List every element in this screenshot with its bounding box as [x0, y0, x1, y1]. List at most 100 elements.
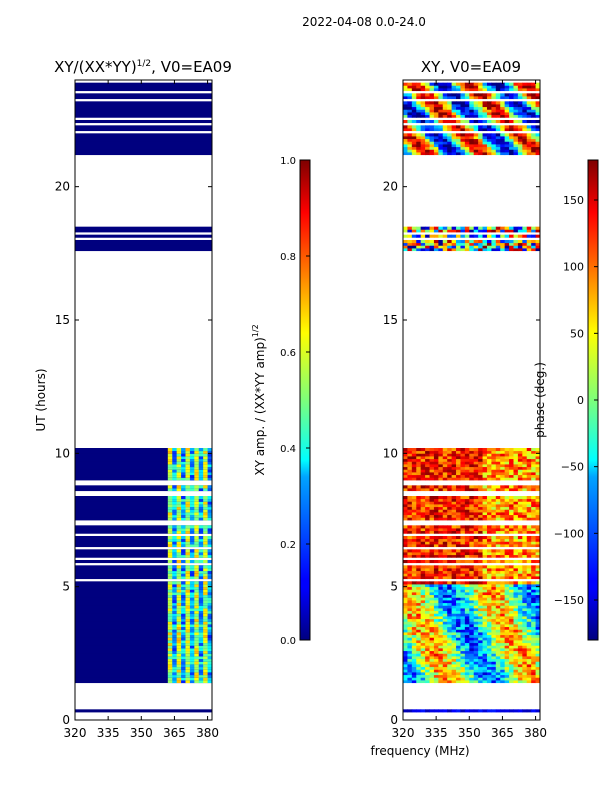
phase-cell [526, 552, 532, 556]
phase-cell [460, 138, 466, 142]
phase-cell [517, 514, 523, 518]
amplitude-row [75, 648, 212, 652]
phase-cell [456, 525, 461, 529]
phase-cell [482, 136, 488, 140]
amplitude-cell [185, 485, 191, 489]
amplitude-cell [203, 525, 209, 529]
phase-cell [456, 677, 461, 681]
phase-cell [442, 138, 448, 142]
amplitude-cell [172, 496, 178, 500]
phase-cell [486, 589, 492, 593]
phase-cell [500, 125, 506, 129]
phase-cell [535, 680, 540, 684]
phase-cell [517, 613, 523, 617]
phase-cell [504, 136, 510, 140]
phase-cell [447, 613, 453, 617]
phase-cell [456, 586, 461, 590]
phase-cell [473, 152, 479, 156]
phase-cell [491, 568, 497, 572]
phase-cell [451, 608, 457, 612]
phase-cell [407, 226, 413, 230]
phase-cell [531, 234, 537, 238]
phase-cell [456, 629, 461, 633]
phase-cell [451, 634, 457, 638]
phase-cell [504, 610, 510, 614]
phase-cell [517, 128, 523, 132]
phase-cell [482, 624, 488, 628]
phase-cell [500, 661, 506, 665]
phase-cell [478, 530, 484, 534]
phase-cell [411, 554, 417, 558]
phase-cell [486, 448, 492, 452]
phase-cell [403, 605, 408, 609]
phase-cell [403, 597, 408, 601]
phase-cell [535, 112, 540, 116]
phase-cell [451, 498, 457, 502]
phase-cell [473, 144, 479, 148]
amplitude-cell [189, 669, 195, 673]
amplitude-cell [207, 458, 212, 462]
amplitude-cell [185, 632, 191, 636]
phase-cell [473, 674, 479, 678]
amplitude-cell [172, 664, 178, 668]
phase-cell [495, 112, 501, 116]
phase-cell [442, 229, 448, 233]
phase-cell [411, 448, 417, 452]
phase-cell [509, 226, 514, 230]
phase-cell [469, 509, 475, 513]
phase-cell [411, 549, 417, 553]
suptitle: 2022-04-08 0.0-24.0 [302, 15, 426, 29]
amplitude-cell [207, 501, 212, 505]
phase-cell [535, 658, 540, 662]
phase-cell [442, 82, 448, 86]
amplitude-cell [189, 488, 195, 492]
phase-cell [447, 645, 453, 649]
phase-cell [491, 448, 497, 452]
phase-cell [438, 96, 444, 100]
phase-cell [456, 149, 461, 153]
phase-cell [482, 456, 488, 460]
phase-cell [407, 517, 413, 521]
phase-cell [429, 642, 435, 646]
phase-cell [473, 642, 479, 646]
amplitude-cell [172, 509, 178, 513]
phase-cell [420, 581, 426, 585]
phase-cell [433, 240, 439, 244]
amplitude-cell [167, 650, 173, 654]
phase-cell [535, 152, 540, 156]
phase-cell [531, 82, 537, 86]
y-tick-label: 15 [383, 313, 398, 327]
phase-cell [469, 666, 475, 670]
phase-cell [429, 120, 435, 124]
amplitude-cell [181, 477, 186, 481]
amplitude-cell [203, 586, 209, 590]
phase-cell [425, 453, 431, 457]
phase-cell [438, 93, 444, 97]
amplitude-cell [207, 672, 212, 676]
amplitude-cell [181, 624, 186, 628]
phase-cell [429, 565, 435, 569]
amplitude-row [75, 144, 212, 148]
amplitude-cell [167, 632, 173, 636]
amplitude-cell [198, 458, 204, 462]
phase-cell [473, 669, 479, 673]
phase-cell [451, 112, 457, 116]
phase-cell [504, 674, 510, 678]
phase-cell [411, 613, 417, 617]
phase-cell [531, 626, 537, 630]
x-tick-label: 380 [196, 726, 219, 740]
phase-cell [535, 501, 540, 505]
amplitude-cell [167, 488, 173, 492]
phase-cell [517, 626, 523, 630]
phase-cell [407, 645, 413, 649]
phase-cell [522, 536, 528, 540]
phase-cell [531, 149, 537, 153]
phase-cell [486, 581, 492, 585]
phase-cell [495, 669, 501, 673]
phase-cell [486, 466, 492, 470]
phase-cell [460, 485, 466, 489]
phase-cell [460, 498, 466, 502]
phase-cell [425, 248, 431, 252]
phase-cell [416, 581, 422, 585]
amplitude-cell [203, 672, 209, 676]
